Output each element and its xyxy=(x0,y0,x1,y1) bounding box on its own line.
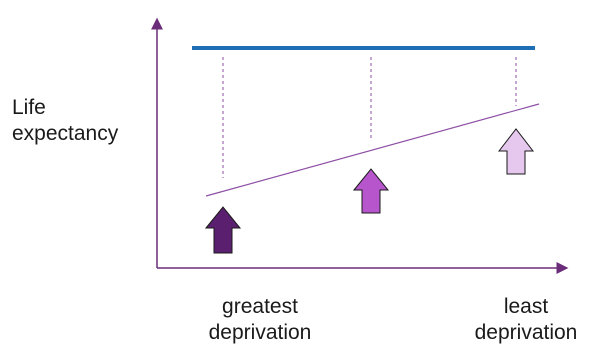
y-axis-label: Life expectancy xyxy=(12,95,118,147)
x-axis-label-left-line2: deprivation xyxy=(208,321,312,344)
middle-deprivation-arrow xyxy=(352,168,390,214)
greatest-deprivation-arrow xyxy=(204,206,242,254)
y-axis-label-line1: Life xyxy=(12,96,46,119)
life-expectancy-gradient-line xyxy=(205,103,540,197)
x-axis-label-right-line1: least xyxy=(503,295,549,318)
x-axis-label-right-line2: deprivation xyxy=(474,321,578,344)
y-axis-label-line2: expectancy xyxy=(12,122,119,145)
x-axis-label-left-line1: greatest xyxy=(222,295,298,318)
x-axis-label-greatest-deprivation: greatest deprivation xyxy=(185,294,335,346)
x-axis-label-least-deprivation: least deprivation xyxy=(464,294,588,346)
least-deprivation-arrow xyxy=(497,128,535,175)
